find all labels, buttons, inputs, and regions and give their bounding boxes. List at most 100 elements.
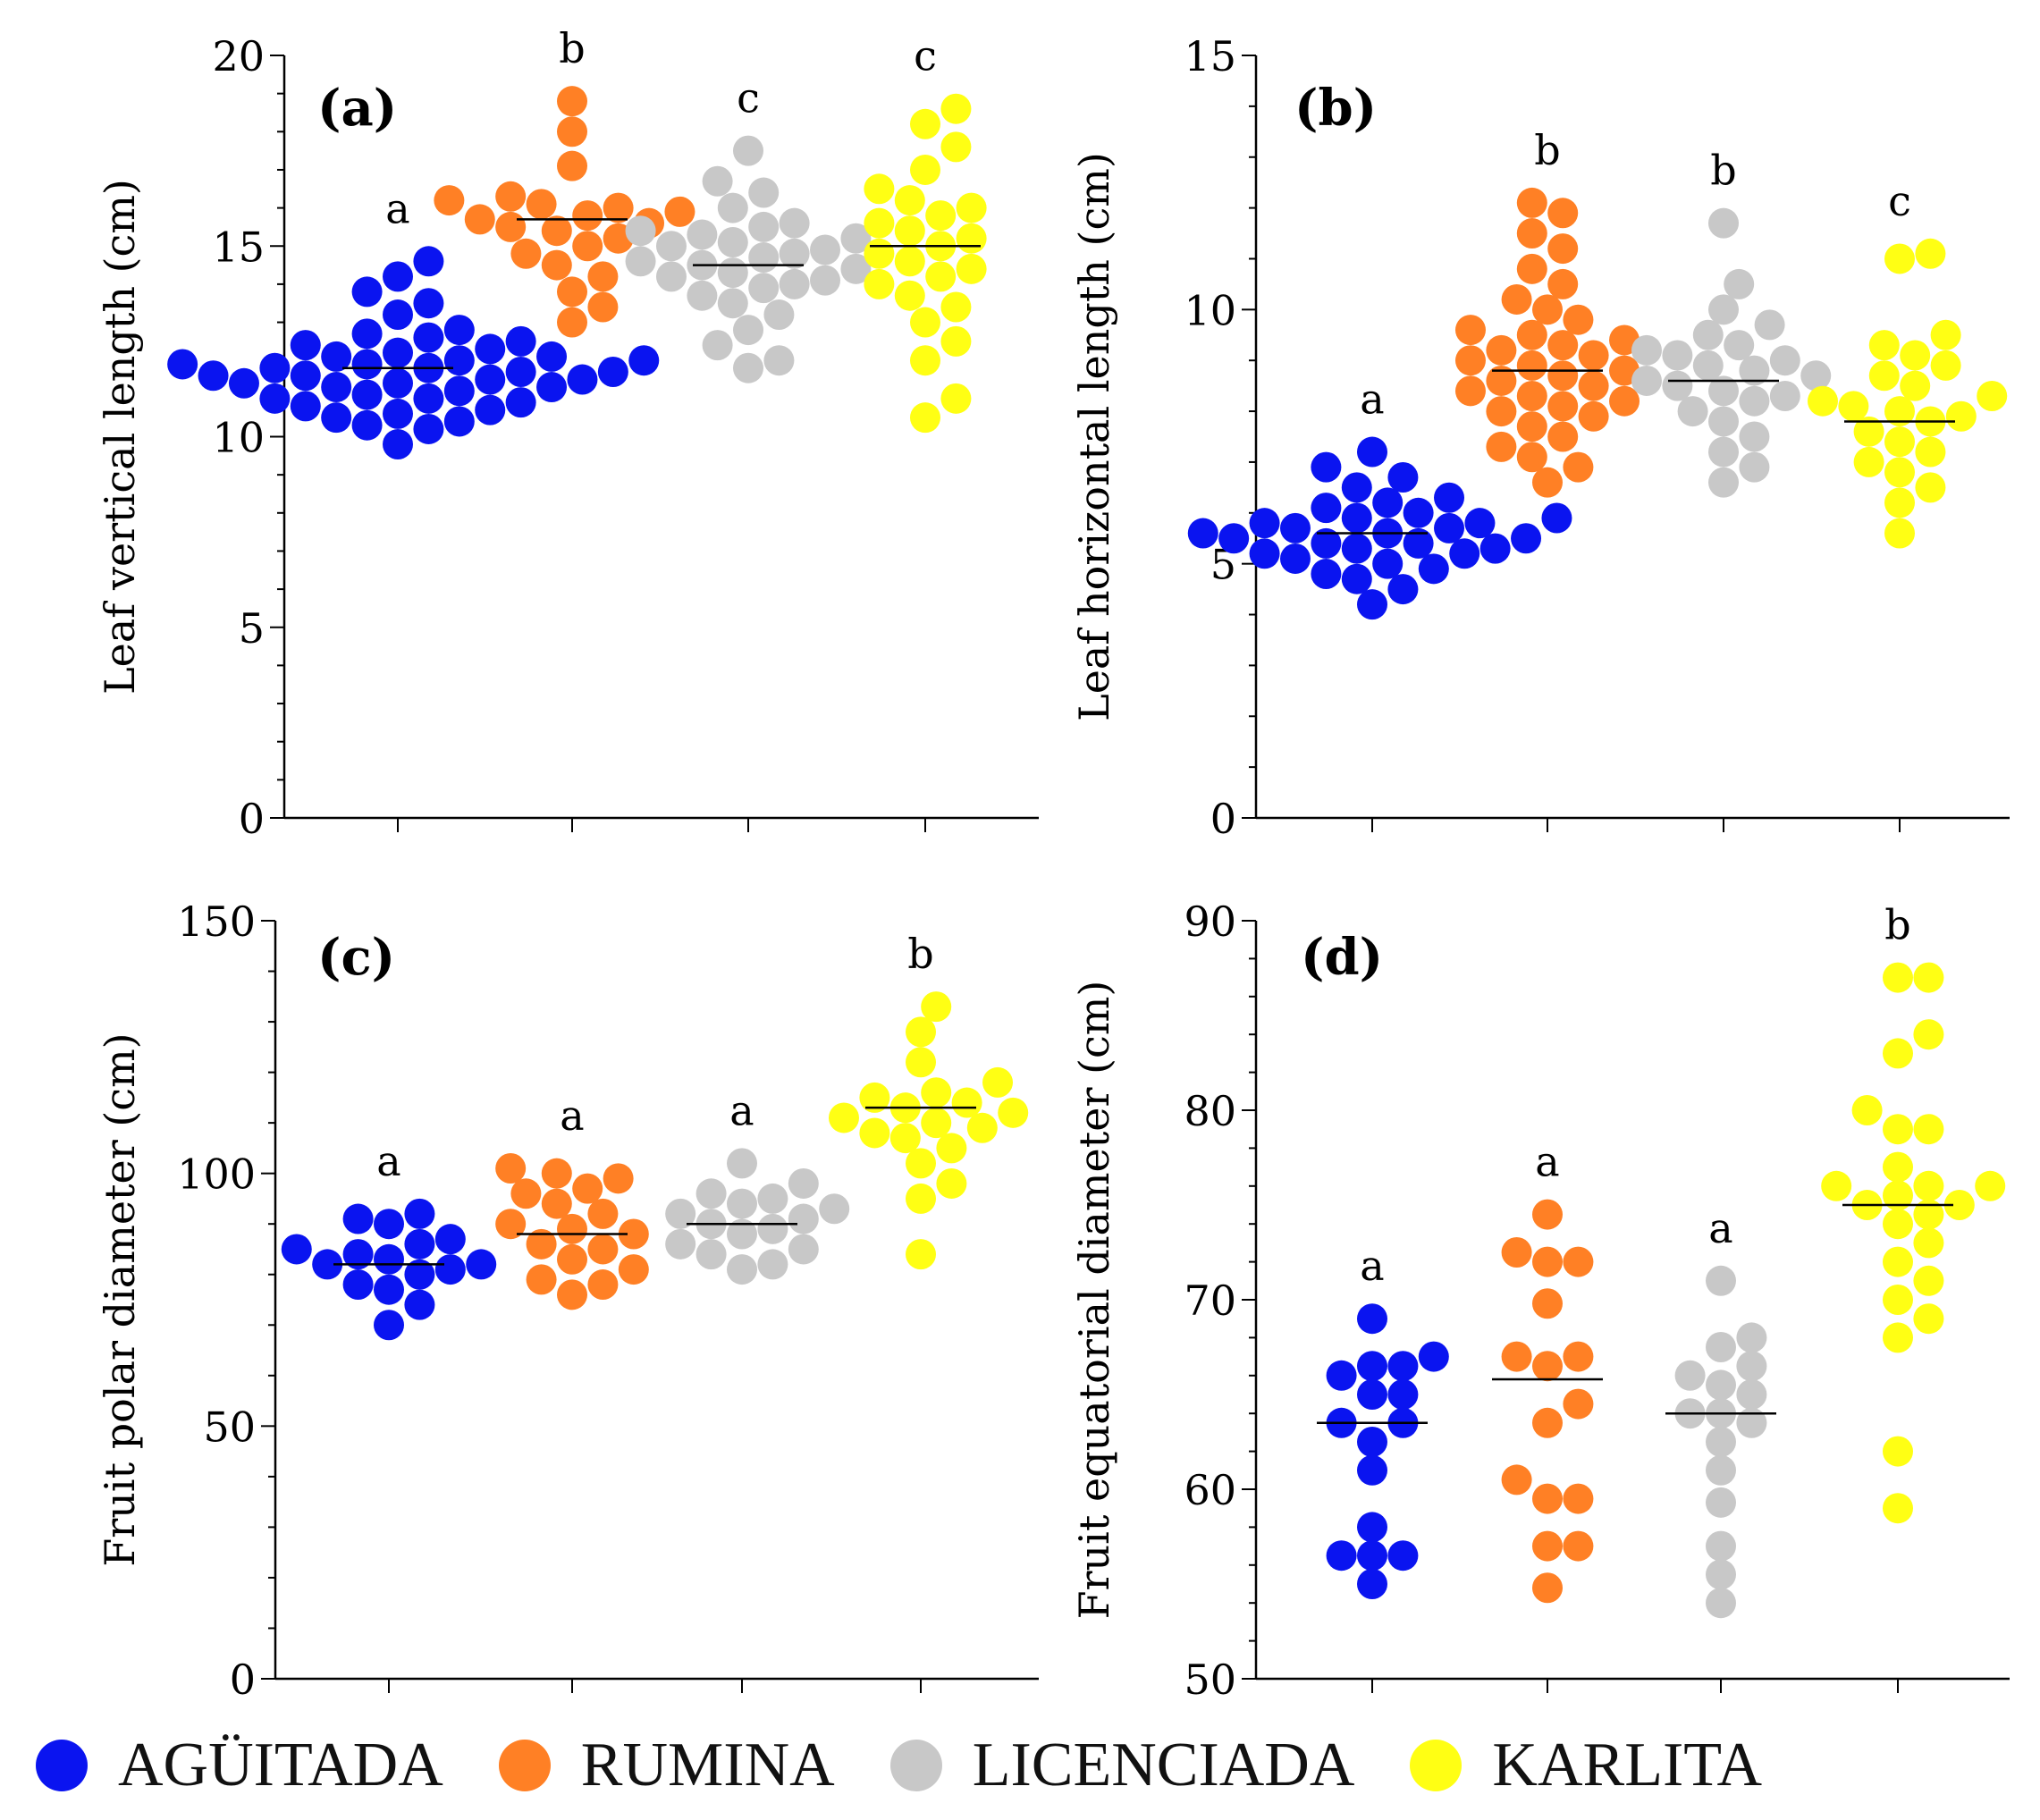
- panel-d-significance-letter: a: [1360, 1242, 1384, 1290]
- panel-b-y-tick-label: 15: [1184, 32, 1236, 80]
- panel-c-point-licenciada: [727, 1254, 757, 1285]
- panel-b-point-agüitada: [1341, 502, 1372, 534]
- panel-a-point-agüitada: [321, 341, 352, 372]
- panel-b-point-karlita: [1807, 385, 1838, 417]
- panel-a-significance-letter: a: [385, 184, 409, 232]
- panel-c-point-agüitada: [404, 1198, 435, 1229]
- panel-d-point-karlita: [1883, 1038, 1913, 1069]
- panel-b-point-karlita: [1977, 381, 2008, 412]
- panel-d-point-rumina: [1501, 1341, 1532, 1372]
- panel-b-point-agüitada: [1418, 553, 1449, 585]
- panel-b-point-rumina: [1516, 381, 1547, 412]
- panel-a-point-agüitada: [536, 341, 568, 372]
- panel-d-y-tick-label: 90: [1184, 897, 1236, 946]
- panel-a-point-rumina: [495, 181, 527, 212]
- panel-a-point-rumina: [587, 261, 619, 292]
- panel-d-point-rumina: [1563, 1483, 1594, 1514]
- panel-a-point-agüitada: [321, 402, 352, 434]
- panel-c-point-agüitada: [404, 1289, 435, 1320]
- panel-b-y-tick-label: 10: [1184, 286, 1236, 334]
- panel-c-point-rumina: [495, 1209, 527, 1240]
- panel-c-point-agüitada: [342, 1239, 374, 1270]
- panel-c-point-licenciada: [819, 1193, 850, 1225]
- panel-b-point-licenciada: [1692, 319, 1724, 350]
- panel-c-point-rumina: [541, 1158, 572, 1189]
- legend-label-aguitada: AGÜITADA: [118, 1731, 443, 1799]
- panel-b-point-agüitada: [1403, 497, 1434, 528]
- panel-c-point-karlita: [936, 1133, 967, 1164]
- panel-d-significance-letter: a: [1535, 1138, 1559, 1186]
- panel-b-point-rumina: [1609, 385, 1640, 417]
- panel-b-point-rumina: [1578, 340, 1609, 371]
- panel-b-point-rumina: [1516, 411, 1547, 442]
- panel-c-point-rumina: [557, 1213, 587, 1244]
- panel-d-point-rumina: [1563, 1246, 1594, 1277]
- panel-d-point-licenciada: [1736, 1407, 1767, 1438]
- panel-a-point-rumina: [464, 204, 495, 235]
- panel-c-point-licenciada: [788, 1203, 819, 1234]
- panel-a-point-licenciada: [748, 273, 780, 304]
- panel-b-point-licenciada: [1724, 330, 1755, 361]
- panel-d-point-licenciada: [1706, 1588, 1736, 1619]
- panel-a-point-agüitada: [628, 345, 660, 376]
- panel-d-point-agüitada: [1357, 1540, 1387, 1571]
- panel-a-point-agüitada: [167, 349, 198, 380]
- panel-b-point-licenciada: [1708, 436, 1739, 468]
- panel-a-point-agüitada: [351, 379, 383, 410]
- panel-c-point-licenciada: [695, 1239, 727, 1270]
- panel-b-point-rumina: [1501, 283, 1532, 315]
- panel-a-point-licenciada: [779, 268, 810, 299]
- panel-b-point-karlita: [1915, 436, 1946, 468]
- panel-b-significance-letter: b: [1534, 126, 1560, 174]
- panel-d-y-tick-label: 80: [1184, 1087, 1236, 1135]
- panel-b-point-rumina: [1486, 396, 1517, 427]
- panel-a-point-agüitada: [567, 364, 598, 395]
- panel-c-point-karlita: [859, 1117, 890, 1149]
- panel-c-point-karlita: [906, 1047, 936, 1078]
- panel-b-point-agüitada: [1403, 527, 1434, 559]
- panel-b-point-agüitada: [1279, 543, 1311, 574]
- panel-b-point-licenciada: [1708, 294, 1739, 325]
- panel-a-point-rumina: [557, 86, 587, 117]
- panel-b-point-rumina: [1516, 187, 1547, 218]
- panel-b-point-rumina: [1547, 330, 1579, 361]
- panel-d-point-karlita: [1883, 1151, 1913, 1183]
- panel-a-point-karlita: [940, 93, 972, 124]
- panel-a-point-licenciada: [655, 231, 687, 262]
- legend: AGÜITADA RUMINA LICENCIADA KARLITA: [36, 1725, 2020, 1806]
- panel-c-point-licenciada: [665, 1198, 696, 1229]
- panel-b-point-rumina: [1563, 304, 1594, 335]
- panel-a-point-karlita: [910, 307, 940, 338]
- panel-a-point-karlita: [940, 325, 972, 357]
- panel-d-y-axis-label: Fruit equatorial diameter (cm): [1070, 981, 1118, 1620]
- panel-b-significance-letter: c: [1888, 177, 1911, 225]
- panel-c-point-rumina: [618, 1254, 649, 1285]
- panel-b-point-karlita: [1884, 396, 1915, 427]
- panel-c-point-karlita: [921, 991, 952, 1023]
- panel-d-point-rumina: [1532, 1351, 1563, 1382]
- panel-a-point-licenciada: [687, 219, 718, 250]
- panel-a-point-agüitada: [383, 367, 413, 399]
- panel-b-point-rumina: [1516, 218, 1547, 249]
- panel-c-point-licenciada: [788, 1234, 819, 1265]
- panel-a-point-agüitada: [475, 364, 506, 395]
- panel-b-point-licenciada: [1631, 334, 1662, 366]
- panel-b-point-licenciada: [1739, 421, 1770, 452]
- panel-c-point-karlita: [906, 1016, 936, 1048]
- panel-a-y-tick-label: 20: [212, 32, 265, 80]
- panel-a-point-rumina: [541, 215, 572, 247]
- panel-c-point-karlita: [936, 1167, 967, 1199]
- panel-c-significance-letter: a: [729, 1086, 754, 1134]
- panel-a-point-agüitada: [351, 276, 383, 308]
- panel-a-y-tick-label: 15: [212, 223, 265, 271]
- panel-d-point-licenciada: [1706, 1332, 1736, 1362]
- panel-b-point-licenciada: [1769, 381, 1800, 412]
- panel-d-point-licenciada: [1706, 1487, 1736, 1518]
- panel-a-point-karlita: [910, 345, 940, 376]
- panel-d-point-karlita: [1913, 1170, 1944, 1201]
- panel-a-point-licenciada: [763, 299, 795, 331]
- panel-d-point-rumina: [1563, 1530, 1594, 1562]
- panel-a-point-karlita: [910, 402, 940, 434]
- panel-a-point-agüitada: [383, 261, 413, 292]
- panel-a-point-karlita: [864, 173, 895, 205]
